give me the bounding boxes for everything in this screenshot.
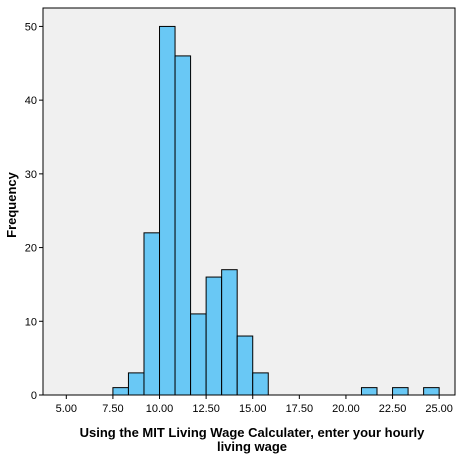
histogram-bar-6 — [205, 276, 223, 396]
histogram-bar-7 — [221, 269, 238, 396]
y-tick-label-0: 0 — [31, 390, 37, 402]
x-tick-label-8: 25.00 — [425, 403, 453, 415]
y-axis-title: Frequency — [4, 171, 19, 238]
x-tick-label-4: 15.00 — [239, 403, 267, 415]
histogram-bar-3 — [159, 25, 176, 396]
x-tick-label-1: 7.50 — [102, 403, 123, 415]
histogram-bar-0 — [112, 387, 129, 396]
histogram-bar-12 — [423, 387, 440, 396]
y-tick-label-2: 20 — [25, 243, 37, 255]
histogram-bar-1 — [127, 372, 145, 396]
histogram-bar-2 — [143, 232, 161, 396]
y-tick-label-1: 10 — [25, 316, 37, 328]
x-axis-title-line-2: living wage — [217, 439, 287, 454]
x-axis-title-line-1: Using the MIT Living Wage Calculater, en… — [80, 425, 426, 440]
histogram-bar-9 — [252, 372, 269, 396]
y-tick-label-5: 50 — [25, 21, 37, 33]
x-axis: 5.00 7.50 10.00 12.50 15.00 17.50 20.00 22.50 25… — [56, 395, 453, 415]
x-tick-label-6: 20.00 — [332, 403, 360, 415]
histogram-bar-5 — [190, 313, 207, 396]
histogram-bar-10 — [360, 387, 378, 396]
x-tick-label-5: 17.50 — [286, 403, 314, 415]
histogram-bar-8 — [236, 335, 254, 396]
bars-group — [112, 25, 440, 396]
y-tick-label-3: 30 — [25, 169, 37, 181]
x-tick-label-7: 22.50 — [379, 403, 407, 415]
y-tick-label-4: 40 — [25, 95, 37, 107]
histogram-bar-4 — [174, 55, 192, 396]
y-axis: 0 10 20 30 40 50 — [25, 21, 43, 402]
plot-area — [42, 7, 456, 396]
x-tick-label-0: 5.00 — [56, 403, 77, 415]
x-tick-label-2: 10.00 — [146, 403, 174, 415]
histogram-bar-11 — [392, 387, 409, 396]
x-tick-label-3: 12.50 — [192, 403, 220, 415]
